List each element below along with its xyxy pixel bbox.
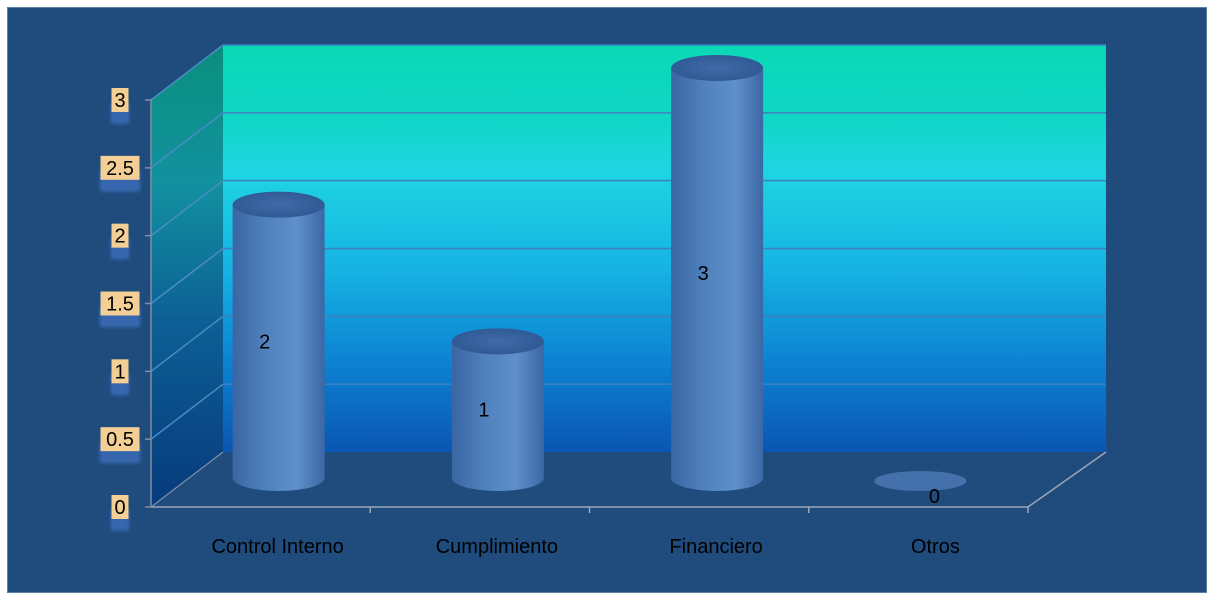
floor-edge-line	[1027, 451, 1107, 508]
chart-floor	[151, 452, 1106, 507]
x-tick-label: Cumplimiento	[436, 536, 558, 558]
gridline-side	[150, 383, 224, 440]
y-tick-label: 1.5	[106, 294, 134, 316]
y-tick-label-group: 0.5	[99, 427, 141, 464]
y-tick-label-group: 1	[110, 359, 130, 396]
y-tick-label: 2.5	[106, 158, 134, 180]
y-tick-label-group: 2	[110, 223, 130, 260]
bar	[451, 328, 544, 491]
gridline-side	[150, 315, 224, 372]
y-tick-label-group: 1.5	[99, 291, 141, 328]
gridline-side	[150, 112, 224, 169]
y-tick-label-bg	[111, 359, 129, 384]
bar-body	[232, 204, 325, 491]
y-tick-label-bg	[111, 495, 129, 519]
gridline-side	[150, 247, 224, 305]
bar	[671, 55, 764, 491]
y-tick-label-bg	[100, 291, 140, 316]
bar	[874, 471, 967, 491]
bar-top-cap	[671, 55, 764, 81]
chart-canvas: 0 0.5 1 1.5 2 2.5 3 Control Interno Cumplimient…	[99, 44, 1107, 558]
y-tick-label-group: 0	[110, 495, 130, 531]
y-tick-label: 0.5	[106, 429, 134, 451]
data-label: 1	[478, 400, 489, 422]
bar	[232, 191, 325, 491]
chart-frame: 0 0.5 1 1.5 2 2.5 3 Control Interno Cumplimient…	[7, 7, 1207, 593]
gridline-side	[150, 180, 224, 237]
y-tick-label: 3	[114, 90, 125, 112]
floor-side-edge	[150, 451, 224, 508]
y-tick-label-bg	[111, 223, 129, 248]
y-tick-label-bg	[100, 155, 140, 180]
y-tick-label-bg	[111, 88, 129, 112]
bar-top-cap	[232, 191, 325, 218]
y-tick-label-group: 2.5	[99, 155, 141, 192]
bar-top-cap	[451, 328, 544, 355]
bar-body	[671, 68, 764, 491]
x-tick-label: Control Interno	[211, 536, 343, 558]
x-tick-label: Financiero	[669, 536, 762, 558]
y-tick-label-group: 3	[110, 88, 130, 124]
y-tick-label-bg	[100, 427, 140, 452]
data-label: 0	[929, 486, 940, 508]
gridline-side	[150, 44, 224, 101]
bar-body	[451, 341, 544, 491]
x-tick-label: Otros	[911, 536, 960, 558]
y-tick-label: 2	[114, 226, 125, 248]
y-tick-label: 0	[114, 497, 125, 519]
y-tick-label: 1	[114, 361, 125, 383]
data-label: 3	[698, 263, 709, 285]
data-label: 2	[259, 331, 270, 353]
bar-zero-disc	[874, 471, 967, 491]
